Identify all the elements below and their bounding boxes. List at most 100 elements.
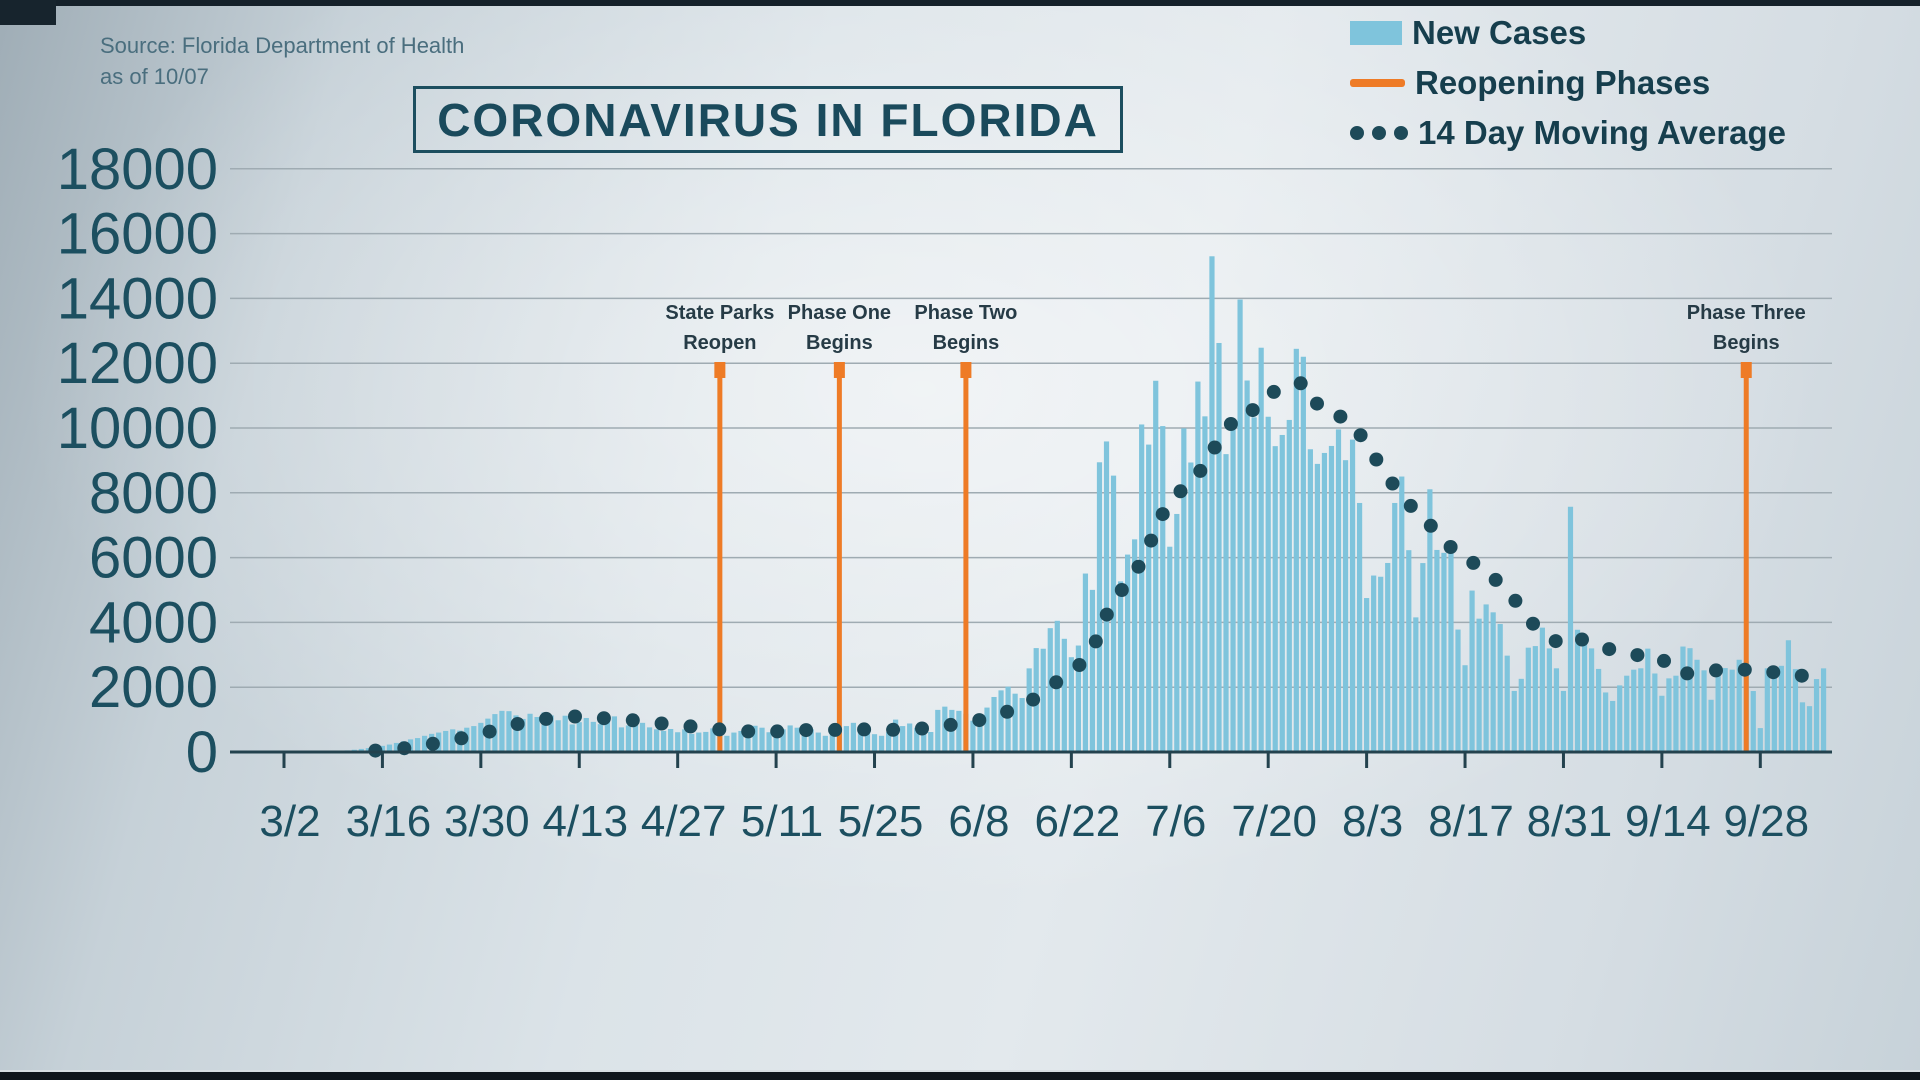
moving-average-dot <box>1207 440 1222 455</box>
new-cases-bar <box>1820 668 1827 752</box>
moving-average-dot <box>1000 704 1015 719</box>
new-cases-bar <box>808 729 814 752</box>
moving-average-dot <box>1026 692 1041 707</box>
new-cases-bar <box>935 709 941 752</box>
new-cases-bar <box>801 726 807 752</box>
new-cases-bar <box>998 690 1004 752</box>
new-cases-bar <box>1539 627 1545 752</box>
new-cases-bar <box>646 727 653 752</box>
moving-average-dot <box>770 724 785 739</box>
new-cases-bar <box>1371 575 1377 752</box>
y-axis-label: 18000 <box>57 137 218 202</box>
new-cases-bar <box>942 706 948 752</box>
new-cases-bar <box>1441 552 1447 752</box>
moving-average-dot <box>1099 607 1114 622</box>
new-cases-bar <box>745 729 751 752</box>
new-cases-bar <box>822 735 828 752</box>
moving-average-dot <box>1293 376 1308 391</box>
new-cases-bar <box>1216 342 1222 752</box>
new-cases-bar <box>365 748 371 752</box>
new-cases-bar <box>752 725 758 752</box>
new-cases-bar <box>611 716 618 752</box>
new-cases-bar <box>478 722 484 752</box>
new-cases-bar <box>1089 589 1096 752</box>
legend-item-new-cases: New Cases <box>1350 13 1586 53</box>
new-cases-bar <box>1518 678 1524 752</box>
moving-average-dot <box>1630 648 1645 663</box>
x-axis-label: 3/30 <box>444 797 530 846</box>
moving-average-dot <box>683 719 698 734</box>
source-line-2: as of 10/07 <box>100 64 209 89</box>
moving-average-dot <box>1602 642 1617 657</box>
new-cases-bar <box>787 725 793 752</box>
y-axis-label: 8000 <box>89 461 218 526</box>
new-cases-bar <box>1103 441 1110 752</box>
moving-average-dot <box>1245 403 1260 418</box>
legend-label: Reopening Phases <box>1415 64 1711 101</box>
x-axis-label: 8/3 <box>1342 797 1403 846</box>
new-cases-bar <box>1778 665 1784 752</box>
new-cases-bar <box>668 728 674 752</box>
moving-average-dot <box>857 722 872 737</box>
new-cases-bar <box>1202 416 1208 752</box>
top-left-frame-corner <box>0 0 56 25</box>
new-cases-bar <box>1546 648 1552 752</box>
new-cases-bar <box>878 735 885 752</box>
phase-annotation: Phase Three Begins <box>1686 302 1806 354</box>
x-axis-label: 9/28 <box>1723 797 1809 846</box>
new-cases-bar <box>1581 637 1588 752</box>
new-cases-bar <box>1230 422 1236 752</box>
y-axis-label: 2000 <box>89 655 218 720</box>
new-cases-bar <box>520 718 526 752</box>
y-axis-labels: 0200040006000800010000120001400016000180… <box>57 137 218 785</box>
new-cases-bar <box>1047 628 1053 752</box>
moving-average-dot <box>596 711 611 726</box>
new-cases-bar <box>443 730 449 752</box>
new-cases-bar <box>1385 562 1391 752</box>
new-cases-bar <box>1497 624 1503 752</box>
legend-label: 14 Day Moving Average <box>1418 114 1787 151</box>
new-cases-bar <box>513 715 519 752</box>
bottom-frame-bar <box>0 1070 1920 1080</box>
new-cases-bar <box>1026 668 1032 752</box>
new-cases-bar <box>1603 692 1609 752</box>
moving-average-dot <box>1310 396 1324 411</box>
new-cases-bar <box>1153 380 1159 752</box>
new-cases-bar <box>696 732 702 752</box>
new-cases-bar <box>1792 669 1799 752</box>
new-cases-bar <box>1645 648 1651 752</box>
new-cases-bar <box>724 735 730 752</box>
new-cases-bar <box>1799 702 1806 752</box>
new-cases-bar <box>534 717 540 752</box>
x-axis-label: 8/31 <box>1527 797 1613 846</box>
moving-average-dot <box>1088 634 1103 649</box>
new-cases-bar <box>1019 698 1025 752</box>
new-cases-bar <box>1146 444 1152 752</box>
new-cases-bar <box>759 727 765 752</box>
moving-average-dot <box>943 717 958 732</box>
new-cases-bar <box>1511 690 1517 752</box>
new-cases-bar <box>604 719 610 752</box>
moving-average-dot <box>712 722 727 737</box>
new-cases-bar <box>991 696 997 752</box>
x-axis-label: 6/8 <box>948 797 1009 846</box>
moving-average-dot <box>1680 666 1695 681</box>
moving-average-dot <box>1353 428 1368 443</box>
moving-average-dot <box>654 716 669 731</box>
new-cases-bar <box>1188 462 1194 752</box>
moving-average-dot <box>1466 555 1481 570</box>
new-cases-bar <box>1785 640 1792 752</box>
title-box: CORONAVIRUS IN FLORIDA <box>413 86 1123 153</box>
new-cases-bar <box>1181 428 1187 752</box>
x-axis-label: 3/16 <box>346 797 432 846</box>
new-cases-bar <box>386 744 393 752</box>
new-cases-bar <box>977 716 983 752</box>
moving-average-dot <box>886 722 901 737</box>
new-cases-bar <box>1406 550 1412 752</box>
moving-average-dot <box>568 709 582 724</box>
phase-annotation: State Parks Reopen <box>665 302 775 354</box>
new-cases-bar <box>857 727 864 752</box>
new-cases-bar <box>1125 554 1131 752</box>
new-cases-bar <box>1771 666 1777 752</box>
